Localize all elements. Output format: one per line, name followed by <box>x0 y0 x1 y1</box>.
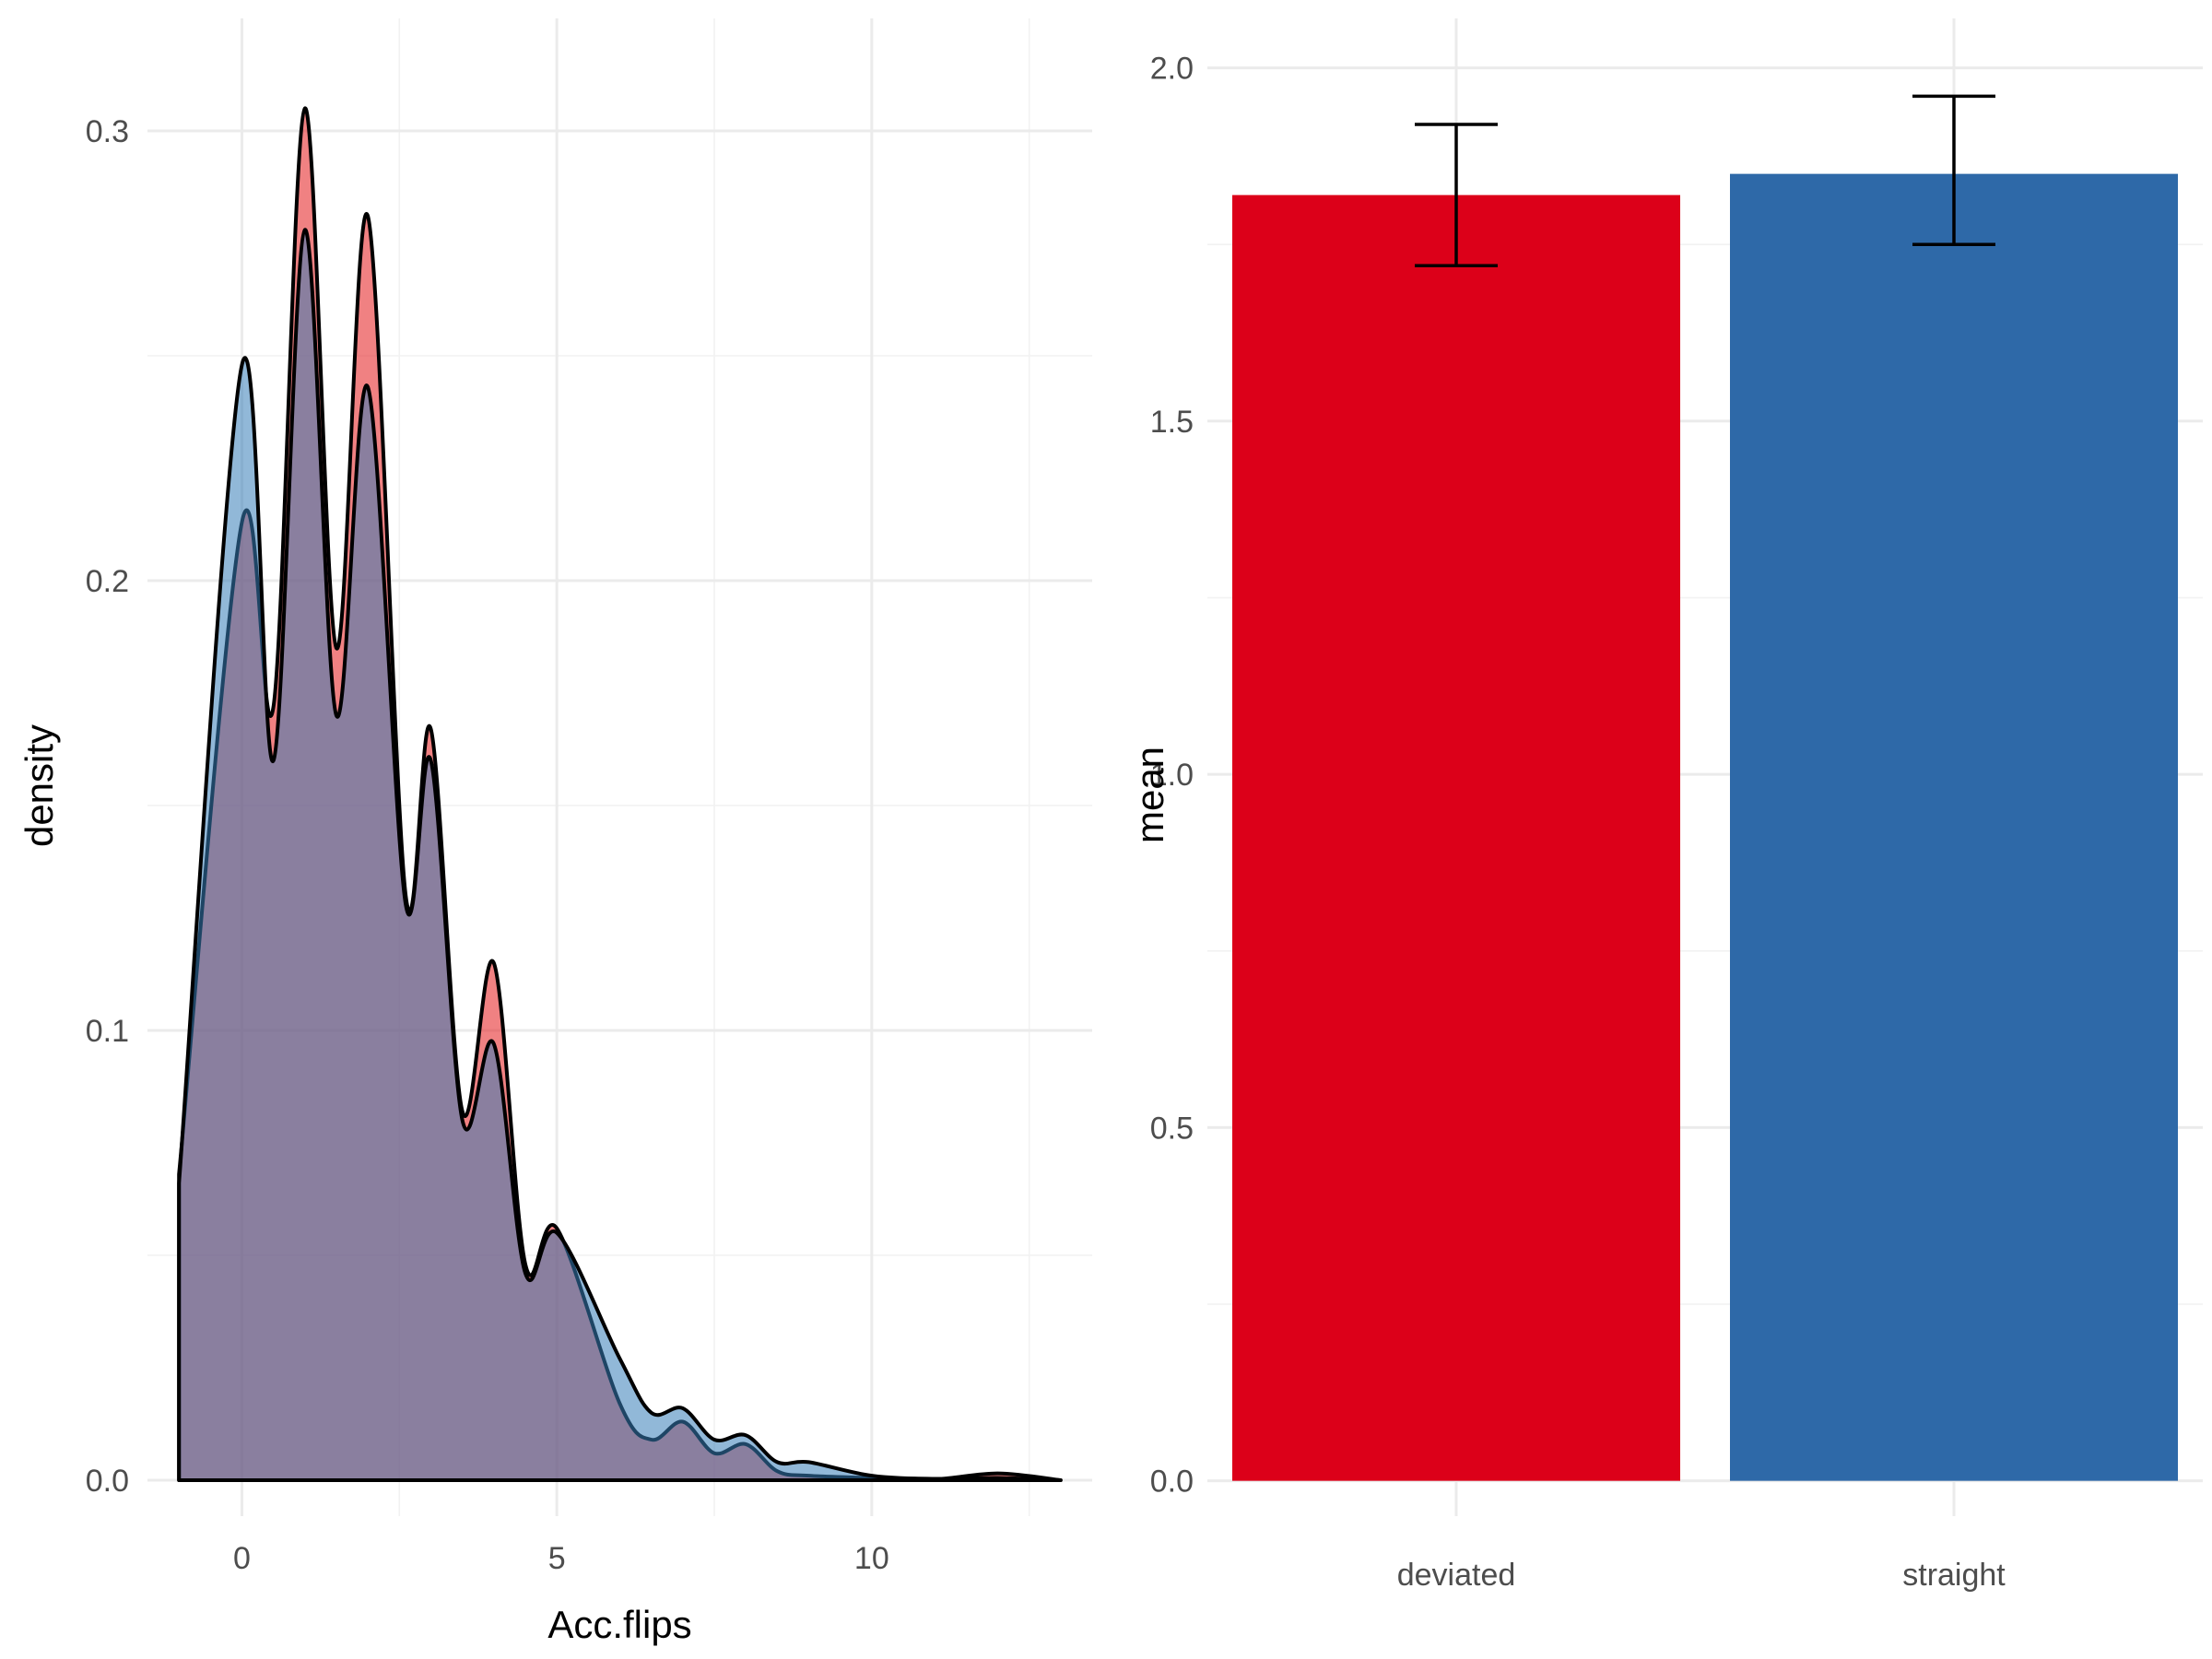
error-bar-straight <box>1912 94 1995 247</box>
density-areas <box>177 106 1063 1482</box>
density-outline-straight <box>177 228 1063 1482</box>
density-tick-labels: 0 5 10 0.0 0.1 0.2 0.3 <box>86 114 889 1576</box>
density-y-tick-label: 0.2 <box>86 564 129 599</box>
density-x-axis-title: Acc.flips <box>547 1603 691 1646</box>
bar-x-tick-label: straight <box>1902 1558 2006 1593</box>
density-y-axis-title: density <box>18 724 61 847</box>
density-panel: 0 5 10 0.0 0.1 0.2 0.3 Acc.flips density <box>18 18 1092 1646</box>
bar-tick-labels: deviated straight 0.0 0.5 1.0 1.5 2.0 <box>1150 52 2006 1593</box>
density-x-tick-label: 5 <box>548 1541 566 1576</box>
bar-panel: deviated straight 0.0 0.5 1.0 1.5 2.0 mean <box>1128 18 2203 1593</box>
bar-y-tick-label: 1.0 <box>1150 758 1194 793</box>
density-y-tick-label: 0.3 <box>86 114 129 149</box>
bar-deviated <box>1232 194 1680 1481</box>
bars <box>1232 173 2178 1481</box>
bar-y-axis-title: mean <box>1128 747 1171 843</box>
bar-straight <box>1730 173 2178 1481</box>
density-x-tick-label: 0 <box>233 1541 251 1576</box>
bar-y-tick-label: 2.0 <box>1150 52 1194 87</box>
density-area-straight <box>179 229 1061 1481</box>
error-bar-deviated <box>1415 123 1498 268</box>
bar-y-tick-label: 0.0 <box>1150 1465 1194 1500</box>
density-y-tick-label: 0.1 <box>86 1014 129 1049</box>
bar-x-tick-label: deviated <box>1397 1558 1516 1593</box>
bar-y-tick-label: 0.5 <box>1150 1111 1194 1146</box>
bar-y-tick-label: 1.5 <box>1150 405 1194 440</box>
density-x-tick-label: 10 <box>854 1541 889 1576</box>
density-y-tick-label: 0.0 <box>86 1464 129 1499</box>
error-bars <box>1415 94 1995 268</box>
